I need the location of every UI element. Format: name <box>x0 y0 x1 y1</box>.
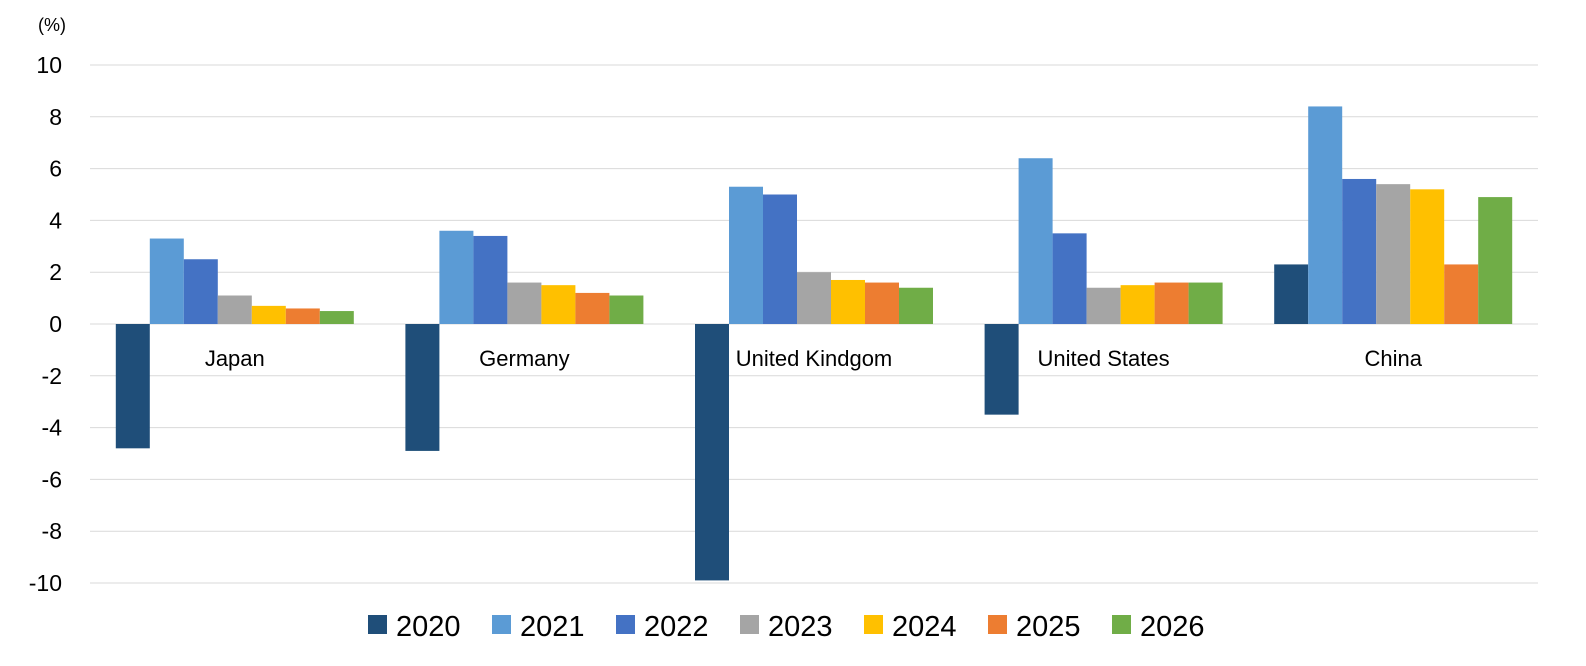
y-tick-label: 8 <box>49 104 62 130</box>
bar-2020-united-states <box>984 324 1019 415</box>
bars <box>115 106 1513 581</box>
legend-swatch-2020 <box>368 615 387 634</box>
bar-2026-united-kindgom <box>899 287 933 324</box>
bar-2024-united-states <box>1120 285 1155 324</box>
bar-2020-china <box>1274 264 1309 324</box>
y-tick-label: -6 <box>42 466 62 492</box>
bar-2021-germany <box>439 230 474 324</box>
legend-label-2022: 2022 <box>644 611 709 643</box>
bar-2024-germany <box>541 285 576 324</box>
bar-2023-germany <box>507 282 542 324</box>
bar-2025-united-states <box>1154 282 1189 324</box>
bar-2021-united-states <box>1018 158 1053 324</box>
bar-2021-united-kindgom <box>729 186 763 324</box>
bar-2024-japan <box>251 305 286 324</box>
legend-swatch-2023 <box>740 615 759 634</box>
y-axis-ticks: 10 8 6 4 2 0 -2 -4 -6 -8 -10 <box>29 52 62 596</box>
category-labels: Japan Germany United Kindgom United States C… <box>205 346 1423 371</box>
y-tick-label: 6 <box>49 156 62 182</box>
category-label: United Kindgom <box>736 346 893 371</box>
legend-swatch-2022 <box>616 615 635 634</box>
legend-swatch-2021 <box>492 615 511 634</box>
bar-2025-china <box>1444 264 1479 324</box>
legend-swatch-2026 <box>1112 615 1131 634</box>
bar-2026-china <box>1478 197 1513 324</box>
legend-label-2020: 2020 <box>396 611 461 643</box>
legend-swatch-2025 <box>988 615 1007 634</box>
bar-2022-germany <box>473 235 508 324</box>
bar-2024-united-kindgom <box>831 279 865 324</box>
bar-2022-japan <box>183 259 218 324</box>
y-tick-label: 0 <box>49 311 62 337</box>
category-label: Germany <box>479 346 569 371</box>
bar-2022-united-states <box>1052 233 1087 324</box>
bar-2026-japan <box>319 311 354 324</box>
legend-label-2025: 2025 <box>1016 611 1081 643</box>
bar-2025-united-kindgom <box>865 282 899 324</box>
y-tick-label: 2 <box>49 259 62 285</box>
legend-label-2026: 2026 <box>1140 611 1205 643</box>
y-tick-label: -4 <box>42 415 63 441</box>
y-tick-label: -10 <box>29 570 62 596</box>
y-tick-label: 10 <box>36 52 62 78</box>
legend: 2020 2021 2022 2023 2024 2025 2026 <box>368 611 1205 643</box>
bar-2022-united-kindgom <box>763 194 797 324</box>
y-tick-label: -8 <box>42 518 62 544</box>
bar-2024-china <box>1410 189 1445 324</box>
legend-swatch-2024 <box>864 615 883 634</box>
bar-2020-united-kindgom <box>695 324 729 581</box>
bar-2026-germany <box>609 295 644 324</box>
bar-2020-germany <box>405 324 440 451</box>
bar-2022-china <box>1342 178 1377 324</box>
bar-2026-united-states <box>1188 282 1223 324</box>
bar-2023-united-states <box>1086 287 1121 324</box>
y-tick-label: 4 <box>49 207 62 233</box>
bar-2023-japan <box>217 295 252 324</box>
category-label: United States <box>1038 346 1170 371</box>
legend-label-2021: 2021 <box>520 611 585 643</box>
y-tick-label: -2 <box>42 363 62 389</box>
bar-2025-germany <box>575 292 610 324</box>
category-label: Japan <box>205 346 265 371</box>
bar-2021-china <box>1308 106 1343 324</box>
bar-2025-japan <box>285 308 320 324</box>
category-label: China <box>1364 346 1422 371</box>
bar-2021-japan <box>149 238 184 324</box>
bar-2020-japan <box>115 324 150 449</box>
bar-2023-united-kindgom <box>797 272 831 324</box>
y-axis-unit-label: (%) <box>38 15 66 35</box>
legend-label-2024: 2024 <box>892 611 957 643</box>
bar-2023-china <box>1376 184 1411 324</box>
legend-label-2023: 2023 <box>768 611 833 643</box>
